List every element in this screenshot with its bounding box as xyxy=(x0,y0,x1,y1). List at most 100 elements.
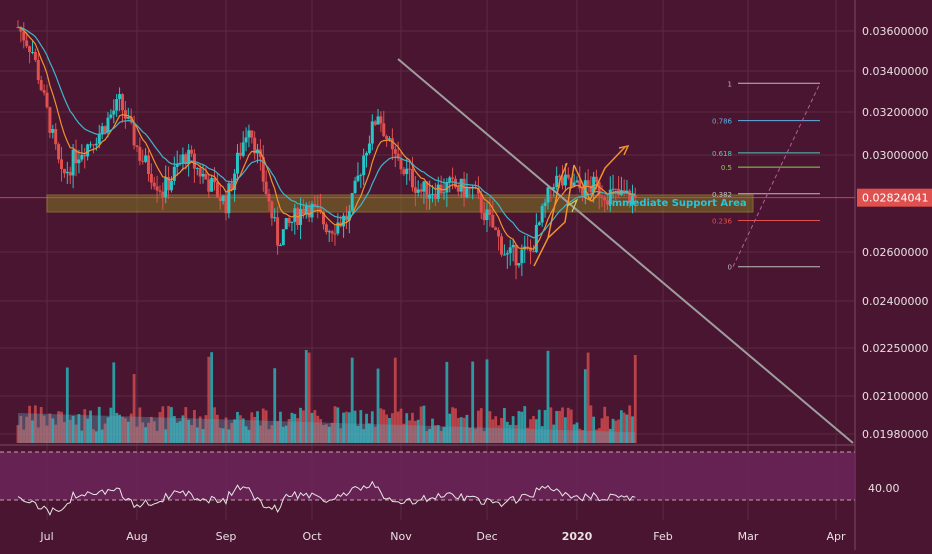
candle-body xyxy=(34,52,37,60)
volume-bar xyxy=(547,351,550,443)
candle-body xyxy=(268,194,271,202)
candle-body xyxy=(509,247,512,253)
candle-body xyxy=(60,159,63,169)
candle-body xyxy=(181,154,184,163)
candle-body xyxy=(313,204,316,206)
candle-body xyxy=(483,213,486,220)
time-tick-label: Mar xyxy=(738,530,759,543)
candle-body xyxy=(236,153,239,174)
candle-body xyxy=(207,180,210,192)
candle-body xyxy=(532,251,535,252)
support-zone-label: Immediate Support Area xyxy=(608,198,747,209)
candle-body xyxy=(156,186,159,190)
candle-body xyxy=(270,202,273,219)
candle-body xyxy=(22,32,25,41)
candle-body xyxy=(500,236,503,254)
candle-body xyxy=(89,144,92,145)
candle-body xyxy=(365,153,368,156)
candle-body xyxy=(434,194,437,199)
candle-body xyxy=(465,187,468,197)
candle-body xyxy=(512,245,515,247)
time-tick-label: Feb xyxy=(653,530,672,543)
candle-body xyxy=(242,142,245,156)
candle-body xyxy=(377,116,380,124)
rsi-tick-label: 40.00 xyxy=(868,482,900,495)
candle-body xyxy=(92,144,95,145)
fib-level-label: 0.5 xyxy=(721,164,732,172)
price-tick-label: 0.02400000 xyxy=(862,295,928,308)
price-tick-label: 0.01980000 xyxy=(862,428,928,441)
price-tick-label: 0.03400000 xyxy=(862,65,928,78)
candle-body xyxy=(46,93,49,108)
candle-body xyxy=(359,175,362,176)
candle-body xyxy=(457,187,460,191)
price-tick-label: 0.02600000 xyxy=(862,246,928,259)
candle-body xyxy=(428,194,431,198)
candle-body xyxy=(77,160,80,164)
candle-body xyxy=(567,175,570,178)
candle-body xyxy=(515,245,518,265)
candle-body xyxy=(431,194,434,195)
candle-body xyxy=(506,253,509,254)
current-price-label: 0.02824041 xyxy=(862,192,928,205)
candle-body xyxy=(199,168,202,177)
candle-body xyxy=(612,189,615,190)
candle-body xyxy=(124,110,127,119)
candle-body xyxy=(362,156,365,175)
candle-body xyxy=(150,174,153,183)
candle-body xyxy=(544,203,547,206)
candle-body xyxy=(63,169,66,173)
price-tick-label: 0.02250000 xyxy=(862,342,928,355)
time-tick-label: Dec xyxy=(476,530,497,543)
volume-bar xyxy=(634,355,637,443)
price-tick-label: 0.03000000 xyxy=(862,149,928,162)
candle-body xyxy=(302,209,305,214)
candle-body xyxy=(290,222,293,223)
candle-body xyxy=(546,187,549,202)
candle-body xyxy=(486,209,489,220)
candle-body xyxy=(356,176,359,181)
candle-body xyxy=(37,60,40,80)
candle-body xyxy=(587,180,590,185)
candle-body xyxy=(25,40,28,46)
candle-body xyxy=(109,115,112,118)
candle-body xyxy=(164,177,167,197)
candle-body xyxy=(279,245,282,246)
price-tick-label: 0.03200000 xyxy=(862,106,928,119)
candle-body xyxy=(443,192,446,193)
candle-body xyxy=(451,177,454,178)
candle-body xyxy=(204,174,207,180)
candle-body xyxy=(400,158,403,169)
fib-level-label: 0.236 xyxy=(712,217,733,225)
candle-body xyxy=(225,196,228,214)
candle-body xyxy=(83,155,86,157)
candle-body xyxy=(288,218,291,223)
candle-body xyxy=(227,183,230,213)
candle-body xyxy=(535,225,538,252)
candle-body xyxy=(374,121,377,124)
candle-body xyxy=(371,121,374,143)
candle-body xyxy=(127,117,130,119)
candle-body xyxy=(388,138,391,139)
candle-body xyxy=(219,197,222,201)
candle-body xyxy=(414,187,417,192)
candle-body xyxy=(28,46,31,52)
candle-body xyxy=(448,177,451,182)
candle-body xyxy=(133,122,136,145)
candle-body xyxy=(420,189,423,191)
candle-body xyxy=(222,196,225,201)
candle-body xyxy=(328,231,331,232)
candle-body xyxy=(351,193,354,211)
candle-body xyxy=(95,144,98,146)
candle-body xyxy=(564,175,567,186)
candle-body xyxy=(411,169,414,187)
candle-body xyxy=(333,233,336,234)
candle-body xyxy=(31,52,34,53)
candle-body xyxy=(308,206,311,217)
candle-body xyxy=(170,181,173,190)
candle-body xyxy=(80,155,83,160)
candle-body xyxy=(138,147,141,161)
time-tick-label: Oct xyxy=(302,530,322,543)
